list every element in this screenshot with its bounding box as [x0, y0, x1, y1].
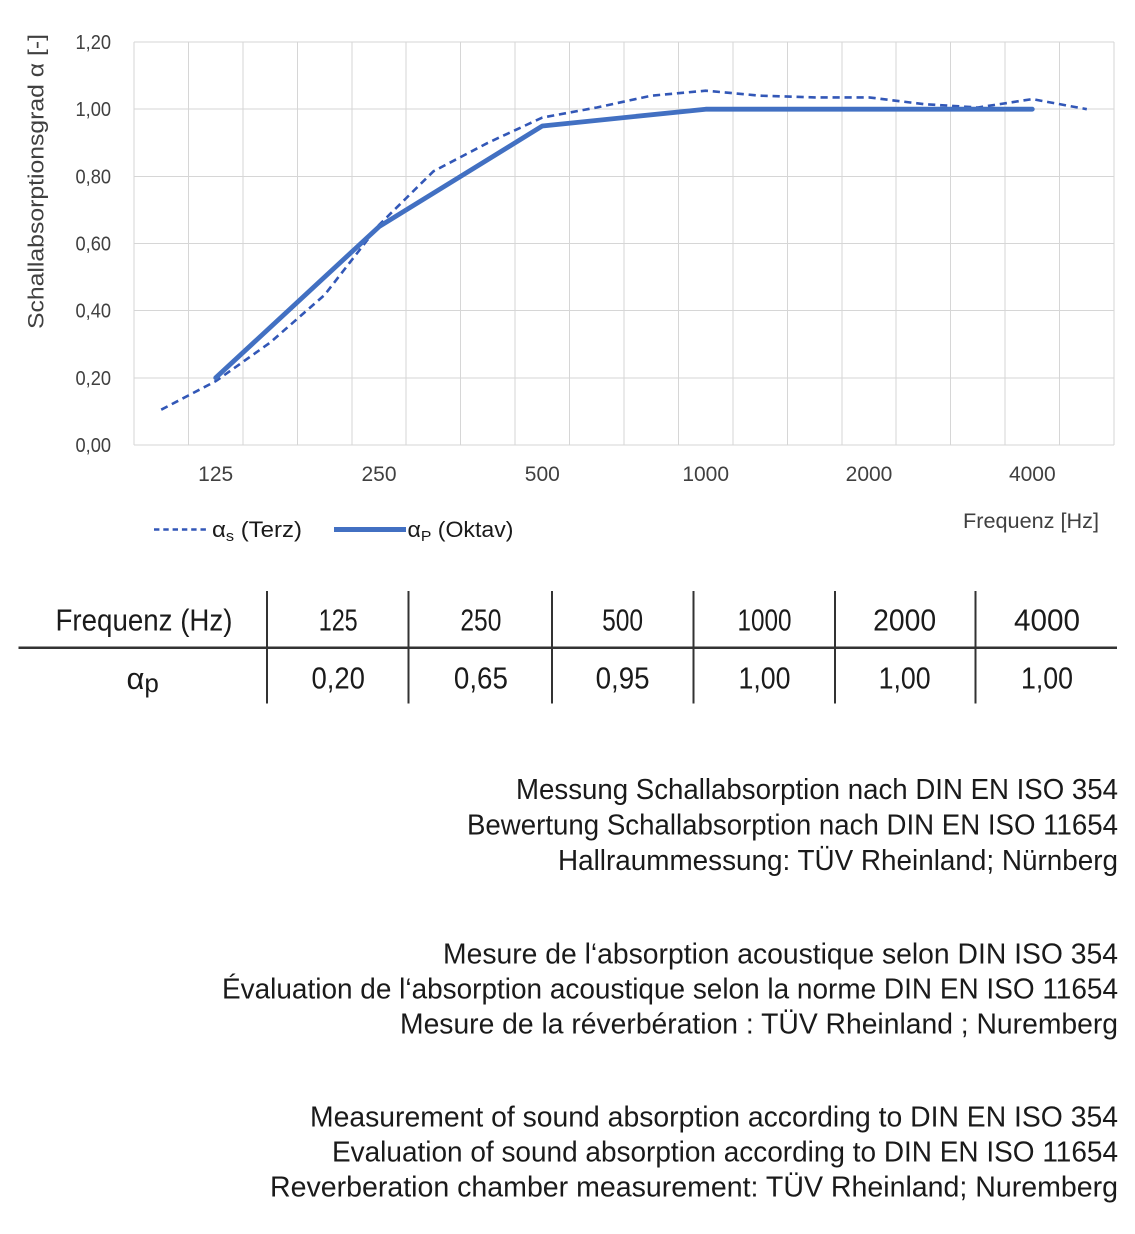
- svg-text:Frequenz [Hz]: Frequenz [Hz]: [963, 510, 1099, 533]
- svg-text:Mesure de l‘absorption acousti: Mesure de l‘absorption acoustique selon …: [443, 939, 1118, 971]
- svg-text:1,00: 1,00: [739, 661, 791, 696]
- svg-text:Mesure de la réverbération : T: Mesure de la réverbération : TÜV Rheinla…: [400, 1009, 1118, 1041]
- svg-text:125: 125: [198, 463, 233, 486]
- svg-text:2000: 2000: [873, 603, 936, 638]
- svg-text:4000: 4000: [1009, 463, 1056, 486]
- svg-text:1,20: 1,20: [76, 32, 112, 54]
- svg-text:Évaluation de l‘absorption aco: Évaluation de l‘absorption acoustique se…: [222, 973, 1118, 1006]
- svg-text:0,95: 0,95: [596, 661, 650, 696]
- svg-text:Reverberation chamber measurem: Reverberation chamber measurement: TÜV R…: [270, 1172, 1118, 1204]
- svg-text:Schallabsorptionsgrad α [-]: Schallabsorptionsgrad α [-]: [24, 34, 49, 329]
- svg-text:1,00: 1,00: [1021, 661, 1073, 696]
- svg-text:Frequenz (Hz): Frequenz (Hz): [56, 603, 233, 638]
- svg-text:500: 500: [525, 463, 560, 486]
- svg-text:500: 500: [602, 603, 643, 638]
- svg-text:0,20: 0,20: [311, 661, 365, 696]
- svg-text:Hallraummessung: TÜV Rheinland: Hallraummessung: TÜV Rheinland; Nürnberg: [558, 845, 1118, 877]
- svg-text:1,00: 1,00: [76, 99, 112, 121]
- svg-text:Measurement of sound absorptio: Measurement of sound absorption accordin…: [310, 1102, 1118, 1134]
- svg-text:125: 125: [319, 603, 358, 638]
- svg-text:0,20: 0,20: [76, 368, 112, 390]
- svg-text:αp: αp: [127, 661, 159, 698]
- svg-text:0,00: 0,00: [76, 435, 112, 457]
- svg-text:0,40: 0,40: [76, 301, 112, 323]
- svg-text:1000: 1000: [682, 463, 729, 486]
- svg-text:Bewertung Schallabsorption nac: Bewertung Schallabsorption nach DIN EN I…: [467, 810, 1118, 842]
- svg-text:250: 250: [460, 603, 501, 638]
- svg-text:0,60: 0,60: [76, 234, 112, 256]
- svg-text:Evaluation of sound absorption: Evaluation of sound absorption according…: [332, 1137, 1118, 1169]
- svg-text:2000: 2000: [846, 463, 893, 486]
- svg-text:0,80: 0,80: [76, 166, 112, 188]
- svg-text:4000: 4000: [1014, 603, 1080, 638]
- svg-text:1000: 1000: [738, 603, 792, 638]
- svg-text:0,65: 0,65: [454, 661, 508, 696]
- svg-text:αs (Terz): αs (Terz): [212, 517, 302, 545]
- svg-text:Messung Schallabsorption nach: Messung Schallabsorption nach DIN EN ISO…: [516, 774, 1118, 806]
- svg-text:250: 250: [361, 463, 396, 486]
- svg-text:1,00: 1,00: [879, 661, 931, 696]
- svg-text:αP (Oktav): αP (Oktav): [408, 517, 514, 545]
